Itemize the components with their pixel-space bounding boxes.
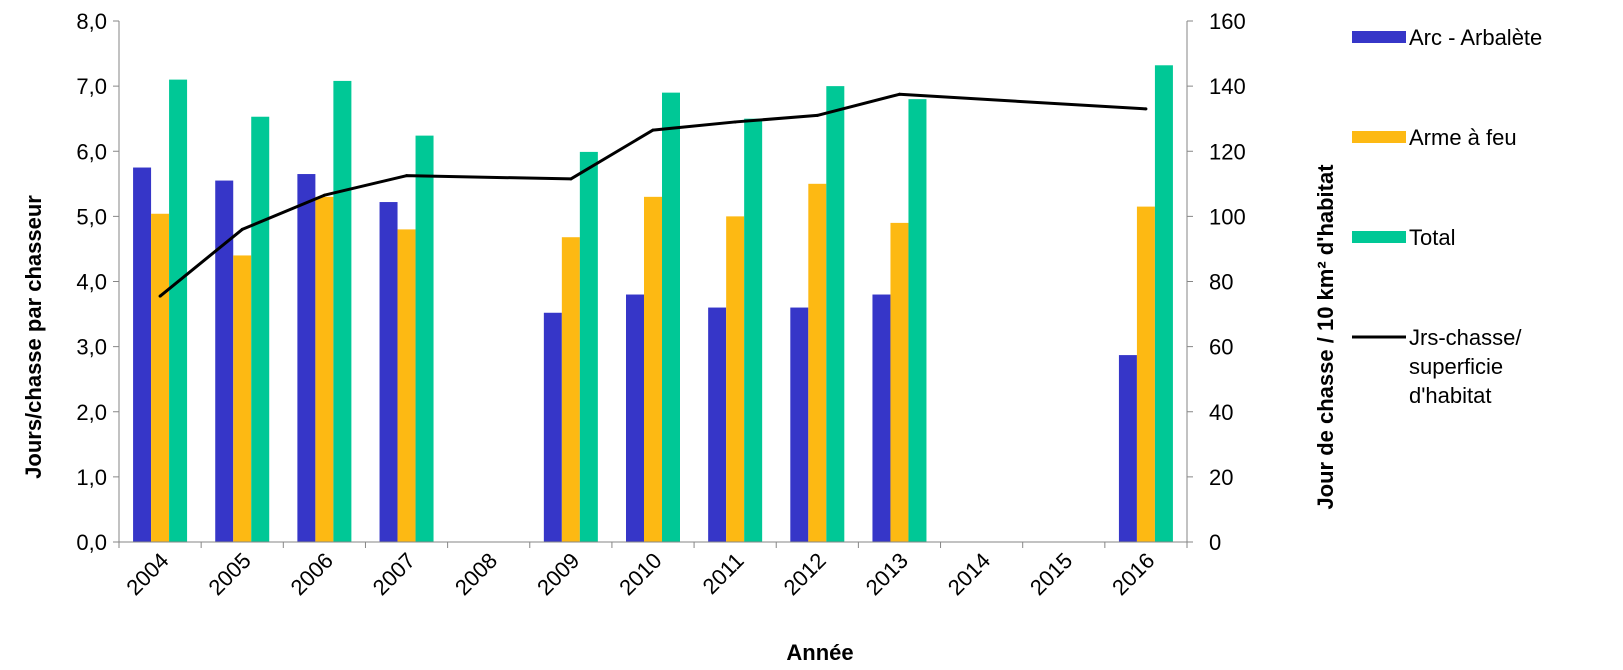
bar-total-2013 bbox=[908, 99, 927, 543]
y-tick-label: 3,0 bbox=[76, 335, 107, 360]
x-tick-label: 2012 bbox=[779, 548, 831, 600]
x-tick-label: 2014 bbox=[943, 548, 995, 600]
bar-arme-feu-2010 bbox=[644, 196, 662, 542]
y2-tick-label: 60 bbox=[1209, 335, 1233, 360]
y-tick-label: 6,0 bbox=[76, 139, 107, 164]
y2-tick-label: 0 bbox=[1209, 530, 1221, 555]
bar-total-2012 bbox=[826, 86, 845, 542]
x-tick-label: 2006 bbox=[286, 548, 338, 600]
y2-axis-title: Jour de chasse / 10 km² d'habitat bbox=[1313, 164, 1338, 510]
bar-arme-feu-2006 bbox=[315, 196, 334, 542]
bar-total-2005 bbox=[251, 116, 270, 542]
y-tick-label: 0,0 bbox=[76, 530, 107, 555]
line-point-2006 bbox=[322, 193, 326, 197]
bar-total-2011 bbox=[744, 118, 763, 542]
y2-tick-label: 80 bbox=[1209, 270, 1233, 295]
legend-label: Jrs-chasse/ bbox=[1409, 325, 1522, 350]
line-layer bbox=[158, 92, 1148, 298]
bar-arme-feu-2012 bbox=[808, 183, 827, 542]
bar-arme-feu-2011 bbox=[726, 216, 745, 542]
line-point-2005 bbox=[240, 227, 244, 231]
legend: Arc - Arbalète Arme à feu Total Jrs-chasse/… bbox=[1352, 25, 1542, 408]
bar-total-2009 bbox=[579, 151, 598, 542]
legend-swatch-2 bbox=[1352, 231, 1406, 243]
line-point-2004 bbox=[158, 294, 162, 298]
bar-arc-arbal-te-2016 bbox=[1118, 355, 1137, 542]
x-tick-label: 2004 bbox=[121, 548, 173, 600]
bar-arc-arbal-te-2005 bbox=[215, 180, 234, 542]
y-tick-label: 8,0 bbox=[76, 9, 107, 34]
line-point-2010 bbox=[651, 128, 655, 132]
bar-arc-arbal-te-2007 bbox=[379, 202, 398, 543]
bar-arc-arbal-te-2012 bbox=[790, 307, 809, 542]
bar-arme-feu-2005 bbox=[233, 255, 252, 542]
y-tick-label: 2,0 bbox=[76, 400, 107, 425]
bar-total-2007 bbox=[415, 135, 434, 542]
line-point-2011 bbox=[733, 120, 737, 124]
bar-arc-arbal-te-2010 bbox=[626, 294, 644, 542]
y-tick-label: 4,0 bbox=[76, 270, 107, 295]
x-tick-label: 2013 bbox=[861, 548, 913, 600]
bar-total-2010 bbox=[662, 92, 680, 542]
bar-arme-feu-2004 bbox=[151, 213, 170, 542]
x-tick-label: 2010 bbox=[614, 548, 666, 600]
legend-label: Arc - Arbalète bbox=[1409, 25, 1542, 50]
x-tick-label: 2009 bbox=[532, 548, 584, 600]
y-tick-label: 7,0 bbox=[76, 74, 107, 99]
x-tick-label: 2008 bbox=[450, 548, 502, 600]
y2-tick-label: 140 bbox=[1209, 74, 1246, 99]
y-tick-label: 1,0 bbox=[76, 465, 107, 490]
bar-arme-feu-2016 bbox=[1136, 206, 1155, 542]
legend-label: Arme à feu bbox=[1409, 125, 1517, 150]
legend-swatch-0 bbox=[1352, 31, 1406, 43]
bar-arc-arbal-te-2009 bbox=[543, 312, 562, 542]
legend-label: d'habitat bbox=[1409, 383, 1492, 408]
line-jrs-chasse-superficie bbox=[159, 92, 1147, 298]
bar-total-2004 bbox=[169, 79, 188, 543]
bar-arme-feu-2013 bbox=[890, 222, 909, 542]
bar-arc-arbal-te-2013 bbox=[872, 294, 891, 542]
line-point-2016 bbox=[1144, 107, 1148, 111]
bar-arme-feu-2009 bbox=[561, 237, 580, 542]
line-point-2013 bbox=[897, 92, 901, 96]
bar-total-2006 bbox=[333, 80, 352, 542]
x-axis-title: Année bbox=[786, 640, 853, 665]
y2-tick-label: 40 bbox=[1209, 400, 1233, 425]
x-tick-label: 2016 bbox=[1107, 548, 1159, 600]
bar-arc-arbal-te-2011 bbox=[708, 307, 727, 542]
bar-arc-arbal-te-2004 bbox=[133, 167, 152, 542]
y2-tick-label: 160 bbox=[1209, 9, 1246, 34]
y2-tick-label: 120 bbox=[1209, 139, 1246, 164]
legend-label: Total bbox=[1409, 225, 1455, 250]
y-axis-title: Jours/chasse par chasseur bbox=[21, 195, 46, 479]
legend-label: superficie bbox=[1409, 354, 1503, 379]
y2-tick-label: 20 bbox=[1209, 465, 1233, 490]
y-tick-label: 5,0 bbox=[76, 204, 107, 229]
y2-tick-label: 100 bbox=[1209, 204, 1246, 229]
line-point-2007 bbox=[405, 174, 409, 178]
x-tick-label: 2011 bbox=[698, 548, 749, 599]
x-tick-label: 2005 bbox=[203, 548, 255, 600]
x-tick-label: 2007 bbox=[368, 548, 420, 600]
legend-swatch-1 bbox=[1352, 131, 1406, 143]
bar-arme-feu-2007 bbox=[397, 229, 416, 542]
bar-total-2016 bbox=[1154, 65, 1173, 542]
x-tick-label: 2015 bbox=[1025, 548, 1077, 600]
bars-layer bbox=[133, 65, 1173, 543]
bar-arc-arbal-te-2006 bbox=[297, 174, 316, 542]
line-point-2009 bbox=[569, 177, 573, 181]
line-point-2012 bbox=[815, 113, 819, 117]
